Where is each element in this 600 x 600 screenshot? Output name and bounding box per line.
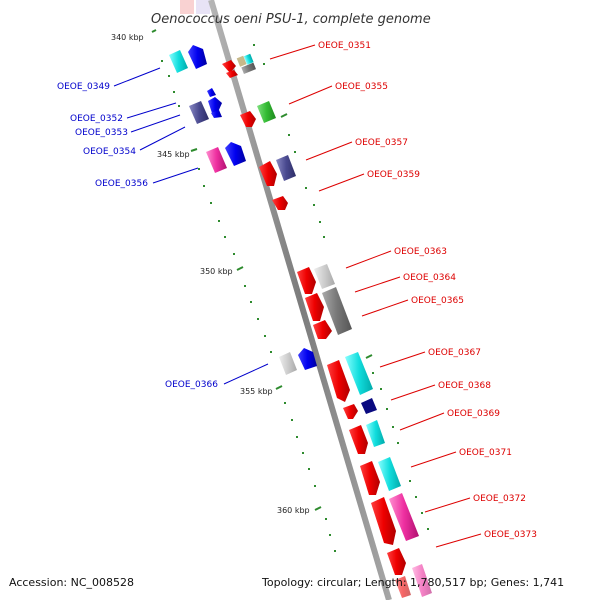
scale-label-350: 350 kbp xyxy=(200,267,233,276)
label-oeoe-0356[interactable]: OEOE_0356 xyxy=(95,179,148,189)
gene-oeoe-0367-a[interactable] xyxy=(327,360,350,402)
gene-oeoe-0369-a[interactable] xyxy=(349,425,368,454)
label-oeoe-0369[interactable]: OEOE_0369 xyxy=(447,409,500,419)
label-oeoe-0359[interactable]: OEOE_0359 xyxy=(367,170,420,180)
label-oeoe-0354[interactable]: OEOE_0354 xyxy=(83,147,136,157)
label-oeoe-0373[interactable]: OEOE_0373 xyxy=(484,530,537,540)
label-oeoe-0349[interactable]: OEOE_0349 xyxy=(57,82,110,92)
gene-oeoe-0363-b[interactable] xyxy=(314,264,335,289)
plus-strand-genes xyxy=(222,53,432,598)
gene-oeoe-0359[interactable] xyxy=(272,196,288,210)
gene-oeoe-0356-b[interactable] xyxy=(225,142,246,166)
label-oeoe-0364[interactable]: OEOE_0364 xyxy=(403,273,456,283)
genome-backbone xyxy=(208,0,392,600)
label-oeoe-0355[interactable]: OEOE_0355 xyxy=(335,82,388,92)
gene-oeoe-0351-c[interactable] xyxy=(236,55,247,67)
gene-oeoe-0369-b[interactable] xyxy=(366,420,385,447)
gene-oeoe-0363-a[interactable] xyxy=(297,267,316,294)
label-oeoe-0363[interactable]: OEOE_0363 xyxy=(394,247,447,257)
accession-text: Accession: NC_008528 xyxy=(9,576,134,589)
gene-oeoe-0368-a[interactable] xyxy=(343,404,358,419)
genome-summary-text: Topology: circular; Length: 1,780,517 bp… xyxy=(261,576,564,589)
label-oeoe-0351[interactable]: OEOE_0351 xyxy=(318,41,371,51)
gene-oeoe-0351-e[interactable] xyxy=(241,62,256,74)
gene-oeoe-0373-a[interactable] xyxy=(387,548,406,575)
gene-oeoe-0365-b[interactable] xyxy=(322,287,352,335)
minus-strand-ticks xyxy=(151,29,336,552)
gene-oeoe-0373-b[interactable] xyxy=(395,576,411,598)
label-oeoe-0357[interactable]: OEOE_0357 xyxy=(355,138,408,148)
label-oeoe-0353[interactable]: OEOE_0353 xyxy=(75,128,128,138)
gene-oeoe-0372-a[interactable] xyxy=(371,497,396,545)
gene-oeoe-0355-b[interactable] xyxy=(257,101,276,123)
gene-oeoe-0367-b[interactable] xyxy=(345,352,373,395)
faded-top-genes xyxy=(180,0,210,14)
gene-oeoe-0357-b[interactable] xyxy=(276,155,296,181)
gene-oeoe-0364[interactable] xyxy=(305,293,324,321)
gene-oeoe-0353[interactable] xyxy=(207,88,216,97)
label-oeoe-0352[interactable]: OEOE_0352 xyxy=(70,114,123,124)
gene-oeoe-0372-b[interactable] xyxy=(389,493,419,541)
minus-label-leaders xyxy=(113,67,269,385)
gene-oeoe-0366-b[interactable] xyxy=(298,348,317,370)
gene-oeoe-0356-a[interactable] xyxy=(206,147,227,173)
gene-oeoe-0371-a[interactable] xyxy=(360,461,380,495)
scale-label-360: 360 kbp xyxy=(277,506,310,515)
gene-oeoe-0349-b[interactable] xyxy=(188,45,207,69)
scale-label-345: 345 kbp xyxy=(157,150,190,159)
plus-label-leaders xyxy=(269,44,482,548)
label-oeoe-0367[interactable]: OEOE_0367 xyxy=(428,348,481,358)
label-oeoe-0365[interactable]: OEOE_0365 xyxy=(411,296,464,306)
gene-oeoe-0352[interactable] xyxy=(189,101,209,124)
gene-oeoe-0373-c[interactable] xyxy=(412,564,432,597)
gene-oeoe-0365-a[interactable] xyxy=(313,320,332,339)
gene-oeoe-0357-a[interactable] xyxy=(259,161,277,186)
label-oeoe-0372[interactable]: OEOE_0372 xyxy=(473,494,526,504)
scale-labels: 340 kbp 345 kbp 350 kbp 355 kbp 360 kbp xyxy=(111,33,310,515)
scale-label-340: 340 kbp xyxy=(111,33,144,42)
label-oeoe-0371[interactable]: OEOE_0371 xyxy=(459,448,512,458)
minus-strand-genes xyxy=(169,45,317,375)
gene-oeoe-0355-a[interactable] xyxy=(240,111,256,127)
map-title: Oenococcus oeni PSU-1, complete genome xyxy=(151,12,431,27)
label-oeoe-0366[interactable]: OEOE_0366 xyxy=(165,380,218,390)
minus-gene-labels: OEOE_0349 OEOE_0352 OEOE_0353 OEOE_0354 … xyxy=(57,82,218,390)
gene-oeoe-0366-a[interactable] xyxy=(279,352,297,375)
gene-oeoe-0368-b[interactable] xyxy=(361,398,377,414)
gene-oeoe-0349-a[interactable] xyxy=(169,50,188,73)
gene-oeoe-0354-b[interactable] xyxy=(211,110,222,118)
gene-oeoe-0351-b[interactable] xyxy=(226,70,238,78)
label-oeoe-0368[interactable]: OEOE_0368 xyxy=(438,381,491,391)
gene-oeoe-0354[interactable] xyxy=(208,97,222,113)
gene-oeoe-0351-d[interactable] xyxy=(243,53,254,65)
plus-strand-ticks xyxy=(253,44,429,530)
scale-label-355: 355 kbp xyxy=(240,387,273,396)
gene-oeoe-0351-a[interactable] xyxy=(222,60,236,73)
plus-gene-labels: OEOE_0351 OEOE_0355 OEOE_0357 OEOE_0359 … xyxy=(318,41,537,540)
gene-oeoe-0371-b[interactable] xyxy=(378,457,401,491)
